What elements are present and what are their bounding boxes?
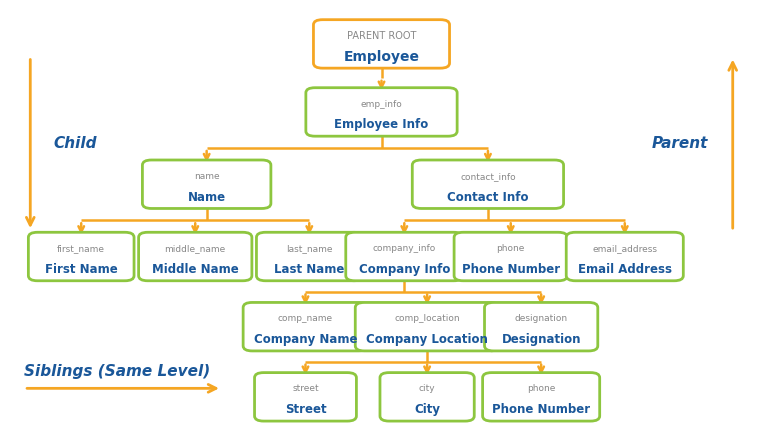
Text: phone: phone (497, 244, 525, 253)
Text: email_address: email_address (592, 244, 657, 253)
FancyBboxPatch shape (143, 160, 271, 208)
Text: comp_location: comp_location (394, 314, 460, 323)
FancyBboxPatch shape (314, 20, 449, 68)
FancyBboxPatch shape (380, 373, 475, 421)
Text: Phone Number: Phone Number (492, 403, 591, 416)
Text: Designation: Designation (501, 333, 581, 346)
Text: middle_name: middle_name (165, 244, 226, 253)
FancyBboxPatch shape (346, 232, 463, 281)
Text: PARENT ROOT: PARENT ROOT (347, 30, 416, 41)
Text: first_name: first_name (57, 244, 105, 253)
FancyBboxPatch shape (243, 303, 368, 351)
FancyBboxPatch shape (28, 232, 134, 281)
FancyBboxPatch shape (483, 373, 600, 421)
FancyBboxPatch shape (454, 232, 568, 281)
FancyBboxPatch shape (412, 160, 564, 208)
Text: last_name: last_name (286, 244, 333, 253)
Text: company_info: company_info (372, 244, 436, 253)
Text: Contact Info: Contact Info (447, 190, 529, 204)
Text: comp_name: comp_name (278, 314, 333, 323)
Text: contact_info: contact_info (460, 172, 516, 181)
Text: phone: phone (527, 384, 555, 393)
Text: Middle Name: Middle Name (152, 263, 239, 276)
Text: Employee Info: Employee Info (334, 118, 429, 131)
FancyBboxPatch shape (566, 232, 684, 281)
Text: Company Info: Company Info (359, 263, 450, 276)
FancyBboxPatch shape (255, 373, 356, 421)
Text: Street: Street (285, 403, 327, 416)
FancyBboxPatch shape (139, 232, 252, 281)
Text: designation: designation (514, 314, 568, 323)
FancyBboxPatch shape (485, 303, 597, 351)
Text: Child: Child (53, 137, 97, 152)
Text: city: city (419, 384, 436, 393)
FancyBboxPatch shape (356, 303, 499, 351)
FancyBboxPatch shape (306, 88, 457, 136)
Text: Phone Number: Phone Number (462, 263, 560, 276)
Text: Company Location: Company Location (366, 333, 488, 346)
Text: name: name (194, 172, 220, 181)
Text: Parent: Parent (652, 137, 708, 152)
FancyBboxPatch shape (256, 232, 362, 281)
Text: Employee: Employee (343, 50, 420, 64)
Text: Name: Name (188, 190, 226, 204)
Text: Last Name: Last Name (274, 263, 344, 276)
Text: emp_info: emp_info (361, 100, 402, 109)
Text: First Name: First Name (45, 263, 118, 276)
Text: Company Name: Company Name (254, 333, 357, 346)
Text: Email Address: Email Address (578, 263, 671, 276)
Text: street: street (292, 384, 319, 393)
Text: Siblings (Same Level): Siblings (Same Level) (24, 364, 211, 379)
Text: City: City (414, 403, 440, 416)
